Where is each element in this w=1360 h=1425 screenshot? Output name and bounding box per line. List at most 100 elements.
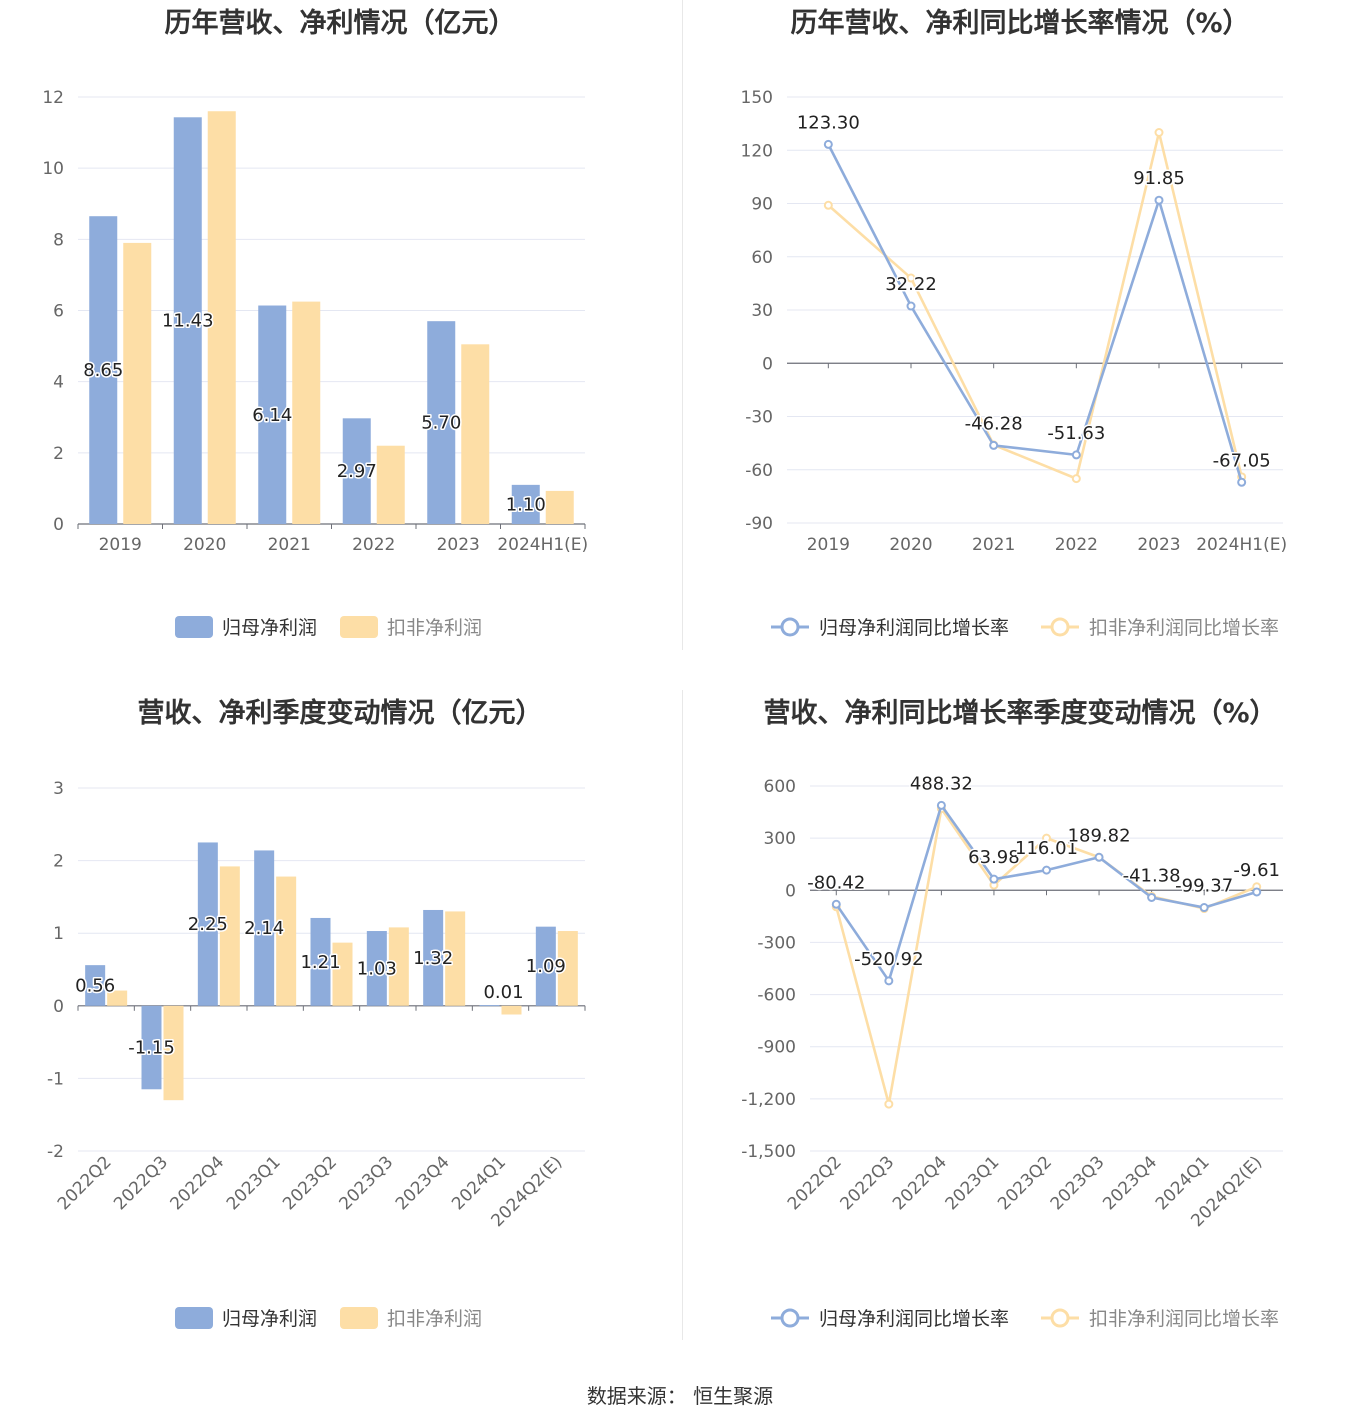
bar-deducted-profit <box>207 111 236 524</box>
series-line-deducted-profit-growth <box>827 131 1243 480</box>
y-tick-label: 10 <box>42 159 64 179</box>
data-label: 0.01 <box>483 982 523 1003</box>
y-tick-label: -1 <box>47 1069 64 1089</box>
data-label: 1.21 <box>300 952 340 973</box>
y-tick-label: -30 <box>745 408 773 428</box>
x-tick-label: 2023 <box>1137 535 1180 555</box>
legend-swatch <box>340 1307 378 1329</box>
x-tick-label: 2020 <box>183 535 226 555</box>
bar-deducted-profit <box>163 1005 184 1101</box>
data-point <box>823 200 833 210</box>
chart-title: 历年营收、净利同比增长率情况（%） <box>790 7 1249 39</box>
quarterly-profit-chart: 营收、净利季度变动情况（亿元） -2 -1 0 1 2 3 2022Q2 2022Q3 2022Q… <box>0 690 680 1380</box>
chart-svg: 历年营收、净利情况（亿元） 0 2 4 6 8 10 12 2019 2020 2021 2022 20… <box>42 7 588 639</box>
data-source: 数据来源： 恒生聚源 <box>586 1384 774 1408</box>
data-point <box>989 874 999 884</box>
y-tick-label: 0 <box>762 354 773 374</box>
data-label: 8.65 <box>83 360 123 381</box>
bar-deducted-profit <box>107 990 128 1006</box>
legend-label: 扣非净利润同比增长率 <box>1089 617 1279 639</box>
y-tick-label: 60 <box>751 248 773 268</box>
x-tick-label: 2020 <box>889 535 932 555</box>
legend-item-deducted-profit: 扣非净利润同比增长率 <box>1041 617 1279 639</box>
quarterly-growth-chart: 营收、净利同比增长率季度变动情况（%） -1,500 -1,200 -900 -600 -… <box>680 690 1360 1380</box>
data-label: 2.14 <box>244 918 284 939</box>
data-point <box>906 301 916 311</box>
data-label: 2.25 <box>188 914 228 935</box>
data-label: 91.85 <box>1133 168 1185 189</box>
legend-label: 扣非净利润 <box>387 617 482 639</box>
data-label: 6.14 <box>252 405 292 426</box>
y-tick-label: 300 <box>764 829 796 849</box>
legend-label: 归母净利润同比增长率 <box>819 617 1009 639</box>
data-label: 1.09 <box>526 956 566 977</box>
legend-marker <box>780 617 800 637</box>
data-label: 189.82 <box>1068 825 1131 846</box>
bar-net-profit <box>85 965 106 1006</box>
bar-net-profit <box>366 931 387 1006</box>
legend: 归母净利润同比增长率 扣非净利润同比增长率 <box>771 617 1279 639</box>
bar-deducted-profit <box>545 490 574 524</box>
legend-marker <box>1050 1308 1070 1328</box>
legend-marker <box>1050 617 1070 637</box>
legend-label: 归母净利润 <box>222 617 317 639</box>
bar-deducted-profit <box>332 942 353 1006</box>
data-point <box>884 1099 894 1109</box>
legend: 归母净利润同比增长率 扣非净利润同比增长率 <box>771 1308 1279 1330</box>
bar-deducted-profit <box>388 927 409 1006</box>
chart-title: 营收、净利同比增长率季度变动情况（%） <box>763 697 1276 729</box>
y-tick-label: 600 <box>764 777 796 797</box>
bar-deducted-profit <box>445 911 466 1006</box>
x-tick-label: 2019 <box>99 535 142 555</box>
legend-marker <box>780 1308 800 1328</box>
x-tick-label: 2023Q4 <box>392 1152 454 1214</box>
legend: 归母净利润 扣非净利润 <box>175 1307 482 1330</box>
legend: 归母净利润 扣非净利润 <box>175 616 482 639</box>
data-point <box>1071 450 1081 460</box>
legend-label: 扣非净利润同比增长率 <box>1089 1308 1279 1330</box>
y-tick-label: -1,200 <box>741 1090 796 1110</box>
x-tick-label: 2023Q1 <box>942 1152 1004 1214</box>
x-tick-label: 2021 <box>268 535 311 555</box>
data-label: 5.70 <box>421 413 461 434</box>
y-tick-label: -300 <box>757 933 796 953</box>
annual-growth-chart: 历年营收、净利同比增长率情况（%） -90 -60 -30 0 30 60 90 120 150 2… <box>680 0 1360 690</box>
bar-deducted-profit <box>219 866 240 1006</box>
y-tick-label: -60 <box>745 461 773 481</box>
y-tick-label: -600 <box>757 986 796 1006</box>
x-tick-label: 2023Q2 <box>994 1152 1056 1214</box>
x-tick-label: 2023Q4 <box>1099 1152 1161 1214</box>
y-tick-label: 0 <box>785 881 796 901</box>
legend-label: 归母净利润同比增长率 <box>819 1308 1009 1330</box>
bar-net-profit <box>342 418 371 524</box>
data-label: 116.01 <box>1015 838 1078 859</box>
x-tick-label: 2024H1(E) <box>1196 535 1287 555</box>
chart-svg: 历年营收、净利同比增长率情况（%） -90 -60 -30 0 30 60 90 120 150 2… <box>741 7 1288 639</box>
data-label: -51.63 <box>1047 423 1105 444</box>
y-tick-label: 150 <box>741 88 773 108</box>
x-tick-label: 2023Q3 <box>1047 1152 1109 1214</box>
bar-net-profit <box>423 909 444 1006</box>
x-tick-label: 2022Q4 <box>167 1152 229 1214</box>
data-label: 1.03 <box>357 958 397 979</box>
x-tick-label: 2023Q1 <box>223 1152 285 1214</box>
data-point <box>1042 865 1051 875</box>
bar-deducted-profit <box>292 301 321 524</box>
data-label: -1.15 <box>128 1038 175 1059</box>
data-point <box>1042 833 1051 843</box>
bar-deducted-profit <box>123 242 152 524</box>
data-label: -80.42 <box>807 872 865 893</box>
data-point <box>1237 477 1247 487</box>
data-label: 32.22 <box>885 274 937 295</box>
legend-swatch <box>175 616 213 638</box>
bar-net-profit <box>254 850 275 1006</box>
chart-title: 营收、净利季度变动情况（亿元） <box>138 697 543 729</box>
y-tick-label: 120 <box>741 141 773 161</box>
series-line-net-profit-growth <box>827 143 1243 483</box>
data-label: 11.43 <box>162 311 214 332</box>
data-point <box>884 976 894 986</box>
bar-net-profit <box>89 216 118 524</box>
data-label: 63.98 <box>968 847 1020 868</box>
bar-deducted-profit <box>276 876 297 1006</box>
data-point <box>1147 892 1157 902</box>
